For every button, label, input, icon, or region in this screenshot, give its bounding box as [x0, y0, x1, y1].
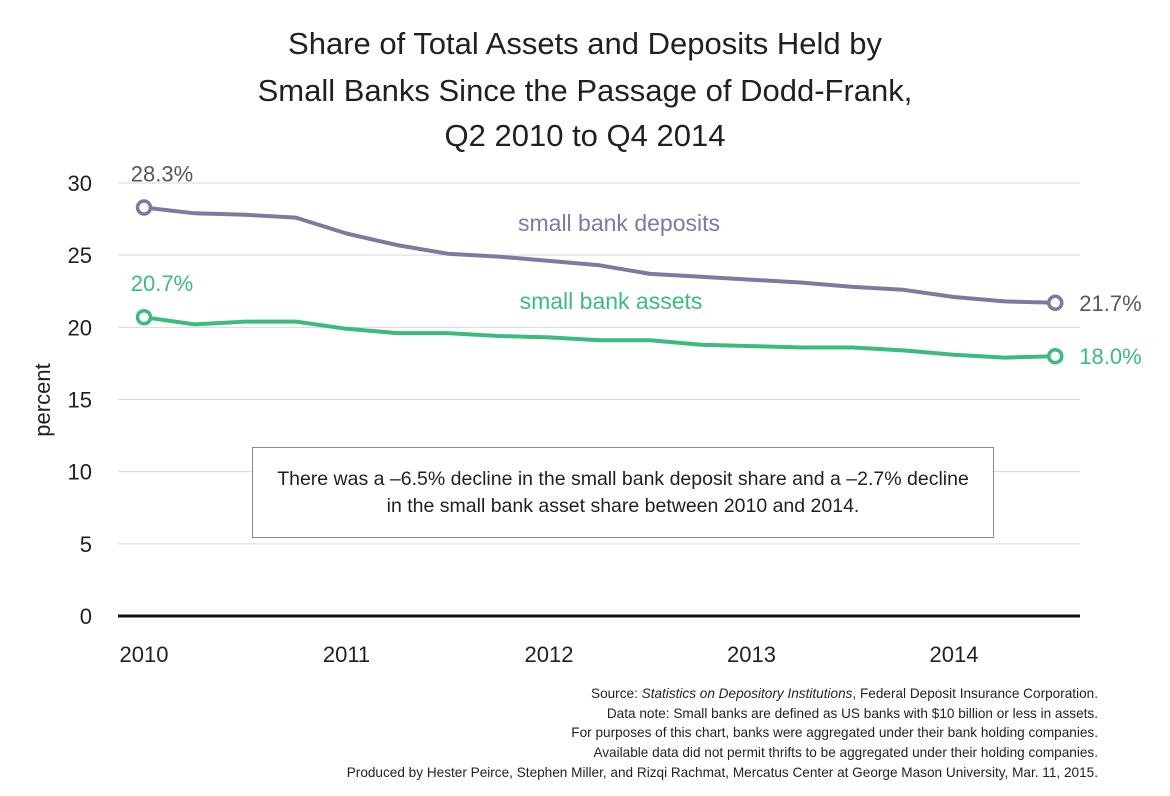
- series-line: [143, 315, 1056, 360]
- y-tick-label: 10: [68, 460, 92, 485]
- y-tick-label: 5: [80, 532, 92, 557]
- aggregation-note-line: For purposes of this chart, banks were a…: [571, 725, 1098, 741]
- end-marker: [1047, 294, 1064, 312]
- start-value-label: 28.3%: [131, 162, 193, 187]
- x-axis-ticks: 2010 2011 2012 2013 2014: [120, 642, 979, 667]
- thrift-note-line: Available data did not permit thrifts to…: [593, 745, 1098, 761]
- chart-title: Share of Total Assets and Deposits Held …: [258, 26, 913, 153]
- end-value-label: 21.7%: [1079, 291, 1141, 316]
- start-marker: [135, 199, 153, 216]
- chart-title-line-1: Share of Total Assets and Deposits Held …: [288, 26, 882, 61]
- start-marker: [135, 308, 153, 326]
- y-tick-label: 30: [68, 171, 92, 196]
- series-name-label: small bank deposits: [518, 210, 720, 236]
- y-axis-label: percent: [30, 363, 55, 436]
- gridlines: [118, 182, 1080, 618]
- series-small-bank-deposits: 28.3% 21.7% small bank deposits: [131, 162, 1142, 316]
- series-line: [143, 205, 1056, 305]
- credit-line: Produced by Hester Peirce, Stephen Mille…: [346, 764, 1098, 780]
- series-small-bank-assets: 20.7% 18.0% small bank assets: [131, 271, 1142, 369]
- end-value-label: 18.0%: [1079, 344, 1141, 369]
- start-value-label: 20.7%: [131, 271, 193, 296]
- end-marker: [1047, 347, 1064, 365]
- chart-title-line-3: Q2 2010 to Q4 2014: [445, 118, 726, 153]
- annotation-box: There was a –6.5% decline in the small b…: [252, 447, 994, 538]
- y-tick-label: 0: [80, 604, 92, 629]
- y-axis-ticks: 0 5 10 15 20 25 30: [68, 171, 92, 629]
- source-line: Source: Statistics on Depository Institu…: [591, 686, 1098, 701]
- x-tick-label: 2012: [525, 642, 574, 667]
- footer-notes: Source: Statistics on Depository Institu…: [347, 684, 1098, 783]
- annotation-text: There was a –6.5% decline in the small b…: [277, 467, 969, 517]
- series-layer: 28.3% 21.7% small bank deposits 20.7% 18.0% s…: [131, 162, 1142, 370]
- series-name-label: small bank assets: [520, 288, 703, 314]
- source-title: Statistics on Depository Institutions: [641, 686, 853, 701]
- y-tick-label: 15: [68, 388, 92, 413]
- x-tick-label: 2010: [120, 642, 169, 667]
- y-tick-label: 25: [68, 243, 92, 268]
- x-tick-label: 2011: [323, 642, 370, 667]
- data-note-line: Data note: Small banks are defined as US…: [606, 705, 1098, 721]
- x-tick-label: 2013: [727, 642, 776, 667]
- chart-title-line-2: Small Banks Since the Passage of Dodd-Fr…: [258, 73, 913, 108]
- x-tick-label: 2014: [930, 642, 979, 667]
- y-tick-label: 20: [68, 315, 92, 340]
